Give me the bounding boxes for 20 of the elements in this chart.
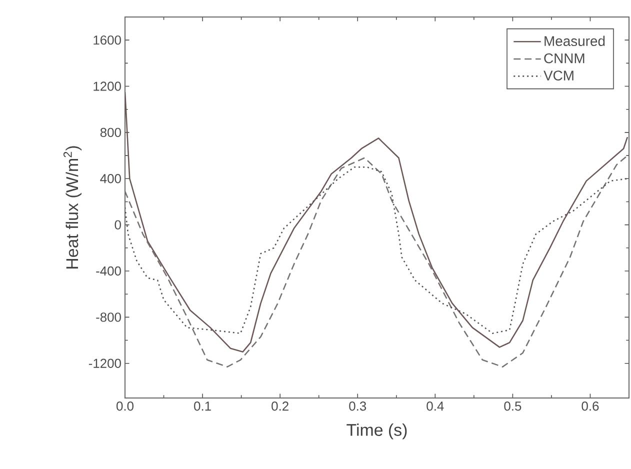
x-axis-title: Time (s) [346, 424, 407, 440]
y-tick-label: 0 [114, 220, 121, 230]
x-tick-label: 0.4 [426, 402, 444, 411]
legend-label: Measured [544, 36, 605, 46]
y-tick-label: -1200 [88, 358, 121, 368]
y-tick-label: -800 [96, 312, 121, 322]
legend-label: VCM [544, 70, 574, 80]
y-tick-label: 1200 [94, 82, 121, 91]
x-tick-label: 0.5 [504, 402, 522, 411]
x-tick-label: 0.6 [582, 402, 599, 411]
y-tick-label: -400 [96, 266, 121, 276]
y-tick-label: 800 [100, 128, 121, 138]
y-tick-label: 400 [100, 174, 121, 184]
legend-label: CNNM [544, 53, 584, 64]
x-tick-label: 0.3 [349, 402, 366, 411]
x-tick-label: 0.0 [116, 402, 134, 411]
x-tick-label: 0.1 [194, 402, 211, 411]
x-tick-label: 0.2 [272, 402, 288, 411]
y-tick-label: 1600 [94, 36, 121, 45]
y-axis-title: Heat flux (W/m$^{2}$) [63, 146, 82, 268]
